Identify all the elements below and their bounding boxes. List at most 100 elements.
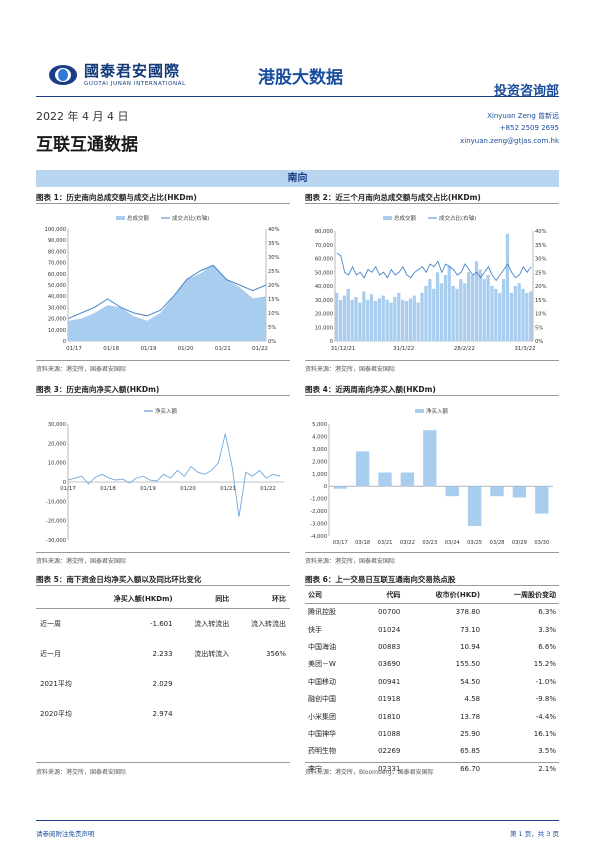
brand-logo	[49, 65, 77, 85]
bar-total-turnover	[451, 286, 455, 341]
table-cell: 10.94	[460, 642, 481, 651]
table-cell: 00700	[378, 608, 401, 617]
document-title: 互联互通数据	[36, 135, 138, 155]
table-cell: 2021平均	[40, 679, 72, 688]
fig3-title: 图表 3：历史南向净买入额(HKDm)	[36, 385, 160, 394]
legend-label: 成交占比(右轴)	[172, 214, 209, 222]
table-cell: 2.974	[152, 709, 173, 718]
x-tick-label: 31/3/22	[514, 346, 535, 352]
table-row: 美团－W 03690 155.50 15.2%	[305, 656, 559, 673]
x-tick-label: 01/18	[100, 486, 116, 492]
table-cell: 美团－W	[308, 660, 336, 669]
bar-total-turnover	[373, 301, 378, 341]
brand-name: 國泰君安國際	[84, 62, 181, 80]
bar-total-turnover	[439, 283, 444, 342]
bar-total-turnover	[381, 295, 385, 341]
table-header-cell: 净买入额(HKDm)	[88, 590, 177, 609]
y2-tick-label: 30%	[268, 255, 280, 261]
y2-tick-label: 40%	[535, 229, 547, 235]
table-cell: 2.233	[152, 649, 173, 658]
bar-net-buy	[467, 486, 482, 526]
bar-total-turnover	[412, 295, 416, 341]
y-tick-label: 70,000	[48, 261, 66, 267]
y2-tick-label: 5%	[535, 325, 543, 331]
table-header-cell: 收市价(HKD)	[403, 587, 484, 604]
table-cell: 2.029	[152, 679, 173, 688]
table-cell: 16.1%	[533, 729, 556, 738]
x-tick-label: 01/19	[140, 346, 156, 352]
table-cell: -4.4%	[535, 712, 556, 721]
table-header-cell: 代码	[358, 587, 404, 604]
x-tick-label: 03/22	[400, 540, 415, 546]
table-cell: 02269	[378, 747, 401, 756]
table-header-row: 公司 代码 收市价(HKD) 一周股价变动	[305, 587, 559, 604]
y2-tick-label: 0%	[535, 339, 543, 345]
bar-total-turnover	[463, 283, 467, 342]
x-tick-label: 01/17	[66, 346, 82, 352]
bar-total-turnover	[424, 286, 428, 341]
fig3-chart: 30,000 20,000 10,000 0 -10,000 -20,000 -30,000…	[46, 407, 284, 544]
y-tick-label: 3,000	[312, 447, 327, 453]
y2-tick-label: 10%	[535, 312, 547, 318]
fig1-rule	[36, 203, 290, 204]
table-header-row: 净买入额(HKDm) 同比 环比	[36, 590, 290, 609]
x-tick-label: 01/21	[220, 486, 236, 492]
fig6-rule	[305, 585, 559, 586]
table-cell	[233, 699, 290, 729]
bar-total-turnover	[369, 294, 374, 342]
y-tick-label: 10,000	[48, 461, 66, 467]
bar-total-turnover	[459, 279, 463, 341]
fig6-table: 公司 代码 收市价(HKD) 一周股价变动 腾讯控股 00700 378.80 6.3…	[305, 587, 559, 777]
y2-tick-label: 15%	[268, 297, 280, 303]
y-tick-label: 10,000	[48, 328, 66, 334]
series-line-turnover-share	[67, 264, 267, 320]
y-tick-label: 2,000	[312, 459, 327, 465]
table-cell: 流入转流出	[194, 619, 230, 628]
bar-total-turnover	[443, 275, 447, 341]
y2-tick-label: 30%	[535, 257, 547, 263]
bar-total-turnover	[482, 279, 486, 341]
fig2-source: 资料来源：港交所，国泰君安国际	[305, 366, 396, 373]
table-cell: -1.601	[150, 619, 173, 628]
bar-total-turnover	[377, 298, 381, 341]
table-row: 药明生物 02269 65.85 3.5%	[305, 743, 559, 760]
fig5-table: 净买入额(HKDm) 同比 环比 近一周 -1.601 流入转流出 流入转流出 …	[36, 590, 290, 729]
y-tick-label: 80,000	[48, 249, 66, 255]
bar-total-turnover	[342, 295, 347, 341]
fig3-source: 资料来源：港交所，国泰君安国际	[36, 558, 127, 565]
table-cell: -9.8%	[535, 695, 556, 704]
fig4-title: 图表 4：近两周南向净买入额(HKDm)	[305, 385, 436, 394]
x-tick-label: 01/20	[180, 486, 196, 492]
bar-total-turnover	[420, 292, 424, 341]
y2-tick-label: 25%	[535, 270, 547, 276]
table-row: 腾讯控股 00700 378.80 6.3%	[305, 604, 559, 621]
table-header-cell	[36, 590, 89, 609]
fig5-rule	[36, 585, 290, 586]
table-row: 近一周 -1.601 流入转流出 流入转流出	[36, 609, 290, 639]
x-tick-label: 03/29	[512, 540, 527, 546]
analyst-email[interactable]: xinyuan.zeng@gtjas.com.hk	[460, 137, 559, 145]
fig1-source: 资料来源：港交所，国泰君安国际	[36, 366, 127, 373]
table-row: 2021平均 2.029	[36, 669, 290, 699]
table-cell: 李宁	[308, 764, 322, 773]
y-tick-label: 50,000	[315, 270, 333, 276]
table-cell: 03690	[378, 660, 401, 669]
bar-total-turnover	[408, 298, 413, 341]
x-tick-label: 01/20	[178, 346, 194, 352]
table-cell: 2020平均	[40, 709, 72, 718]
bar-total-turnover	[346, 288, 350, 342]
table-row: 近一月 2.233 流出转流入 356%	[36, 639, 290, 669]
disclaimer-link[interactable]: 请参阅附注免责声明	[36, 830, 95, 838]
bar-total-turnover	[354, 297, 358, 341]
y-tick-label: 80,000	[315, 229, 333, 235]
bar-total-turnover	[358, 302, 362, 341]
table-cell: 6.6%	[538, 642, 556, 651]
bar-net-buy	[400, 472, 415, 487]
table-cell: 近一周	[40, 619, 61, 628]
fig6-source: 资料来源：港交所，Bloomberg，国泰君安国际	[305, 769, 434, 776]
x-tick-label: 03/25	[467, 540, 482, 546]
fig1-title: 图表 1：历史南向总成交额与成交占比(HKDm)	[36, 193, 197, 202]
fig4-chart: 5,000 4,000 3,000 2,000 1,000 0 -1,000 -2,000 -3…	[310, 407, 553, 546]
y-tick-label: 10,000	[315, 325, 333, 331]
x-tick-label: 31/12/21	[331, 346, 356, 352]
